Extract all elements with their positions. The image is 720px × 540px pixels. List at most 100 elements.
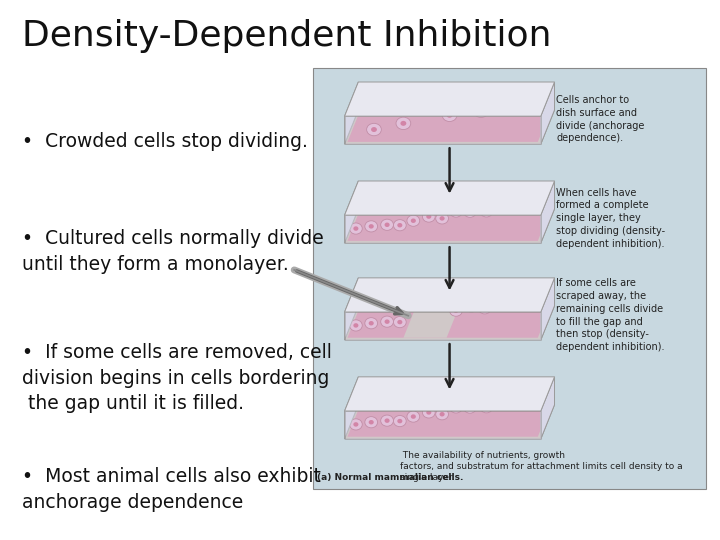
Polygon shape [345,209,554,243]
Ellipse shape [449,402,462,413]
Ellipse shape [484,405,489,409]
Ellipse shape [423,211,435,222]
Ellipse shape [454,210,459,214]
Text: Cells anchor to
dish surface and
divide (anchorage
dependence).: Cells anchor to dish surface and divide … [557,95,645,144]
Polygon shape [348,207,552,241]
Ellipse shape [397,320,402,325]
Ellipse shape [482,306,487,310]
Ellipse shape [478,109,484,114]
Text: •  Most animal cells also exhibit
anchorage dependence: • Most animal cells also exhibit anchora… [22,467,320,512]
Polygon shape [345,82,359,144]
Ellipse shape [496,299,501,303]
Polygon shape [348,402,552,437]
Polygon shape [348,303,552,338]
Ellipse shape [506,395,519,406]
Ellipse shape [523,296,536,307]
Polygon shape [345,306,554,340]
Ellipse shape [384,418,390,423]
Ellipse shape [539,392,544,396]
Ellipse shape [384,222,390,227]
Ellipse shape [407,215,420,226]
Ellipse shape [442,109,457,122]
Ellipse shape [381,415,393,426]
Ellipse shape [369,321,374,326]
Polygon shape [345,312,541,340]
Ellipse shape [365,318,377,329]
Ellipse shape [467,406,472,410]
Ellipse shape [436,213,449,224]
Ellipse shape [354,226,359,231]
Ellipse shape [536,389,549,400]
Ellipse shape [497,398,502,402]
Polygon shape [345,278,359,340]
Ellipse shape [523,198,536,210]
Ellipse shape [366,123,382,136]
Ellipse shape [436,409,449,420]
Polygon shape [345,405,554,439]
Ellipse shape [393,316,406,328]
Ellipse shape [449,305,462,316]
Ellipse shape [526,299,531,303]
Polygon shape [345,377,554,411]
Ellipse shape [464,206,477,217]
Text: (a) Normal mammalian cells.: (a) Normal mammalian cells. [317,473,463,482]
Ellipse shape [510,105,516,110]
Ellipse shape [349,223,362,234]
Ellipse shape [407,411,420,422]
Text: If some cells are
scraped away, the
remaining cells divide
to fill the gap and
t: If some cells are scraped away, the rema… [557,278,665,352]
Ellipse shape [539,196,544,201]
Ellipse shape [484,209,489,214]
Ellipse shape [369,420,374,424]
Polygon shape [541,377,554,439]
Ellipse shape [371,127,377,132]
Ellipse shape [526,201,531,206]
Ellipse shape [446,113,452,118]
Polygon shape [345,278,554,312]
Ellipse shape [449,206,462,217]
Ellipse shape [397,419,402,423]
Ellipse shape [526,397,531,402]
Ellipse shape [464,402,477,413]
Ellipse shape [540,292,545,296]
Ellipse shape [381,219,393,231]
Text: The availability of nutrients, growth
factors, and substratum for attachment lim: The availability of nutrients, growth fa… [400,451,683,482]
Ellipse shape [365,221,377,232]
Ellipse shape [439,216,445,221]
Ellipse shape [354,422,359,427]
Ellipse shape [506,296,519,307]
Ellipse shape [393,220,406,231]
Ellipse shape [536,288,549,300]
Ellipse shape [510,300,516,304]
Ellipse shape [349,419,362,430]
Ellipse shape [480,402,492,413]
Ellipse shape [426,214,431,219]
Ellipse shape [411,219,416,223]
Ellipse shape [469,304,474,309]
Ellipse shape [354,323,359,328]
Polygon shape [345,181,554,215]
Polygon shape [348,107,552,142]
Polygon shape [541,181,554,243]
Ellipse shape [505,101,520,113]
Ellipse shape [397,223,402,227]
Ellipse shape [349,320,362,331]
Ellipse shape [474,105,488,118]
Ellipse shape [384,320,390,324]
Polygon shape [345,215,541,243]
Ellipse shape [396,117,410,130]
Polygon shape [345,411,541,439]
Polygon shape [403,303,460,338]
Polygon shape [541,278,554,340]
Polygon shape [345,110,554,144]
Ellipse shape [423,407,435,418]
Text: •  Crowded cells stop dividing.: • Crowded cells stop dividing. [22,132,307,151]
Ellipse shape [510,398,516,402]
Ellipse shape [506,199,519,210]
Ellipse shape [497,202,502,206]
Ellipse shape [467,210,472,214]
Ellipse shape [369,224,374,228]
Ellipse shape [493,395,506,406]
Ellipse shape [381,316,393,327]
Ellipse shape [411,414,416,419]
Ellipse shape [480,206,492,217]
